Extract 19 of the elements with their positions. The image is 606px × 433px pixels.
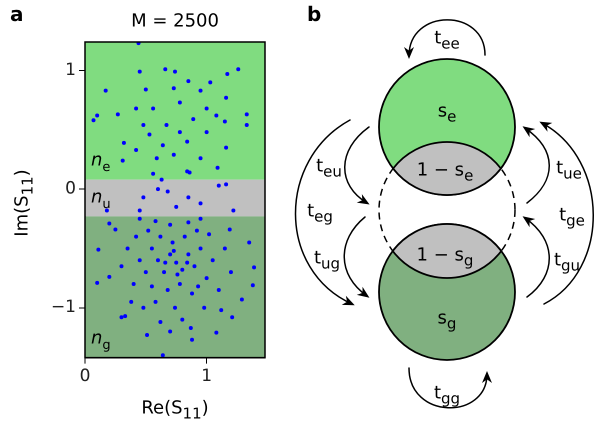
y-tick-label: −1 — [50, 297, 76, 318]
text: t$_{ge}$ — [559, 204, 585, 230]
text: s$_{g}$ — [438, 308, 456, 332]
text: b — [307, 2, 322, 26]
text: t$_{eg}$ — [307, 200, 333, 226]
text: a — [10, 2, 24, 26]
x-axis-title: Re(S$_{11}$) — [141, 398, 209, 422]
text: 1 − s$_{g}$ — [416, 244, 474, 270]
y-tick-label: 0 — [65, 178, 76, 199]
text: t$_{eu}$ — [316, 156, 342, 180]
text: s$_{e}$ — [438, 100, 456, 126]
text: t$_{ug}$ — [314, 248, 340, 272]
text: t$_{gu}$ — [554, 250, 580, 274]
text: t$_{ee}$ — [434, 28, 460, 52]
text: 1 − s$_{e}$ — [416, 160, 474, 184]
text: t$_{ue}$ — [556, 158, 582, 182]
y-tick-label: 1 — [65, 60, 76, 80]
text: t$_{gg}$ — [434, 382, 460, 408]
chart-title: M = 2500 — [131, 10, 219, 32]
